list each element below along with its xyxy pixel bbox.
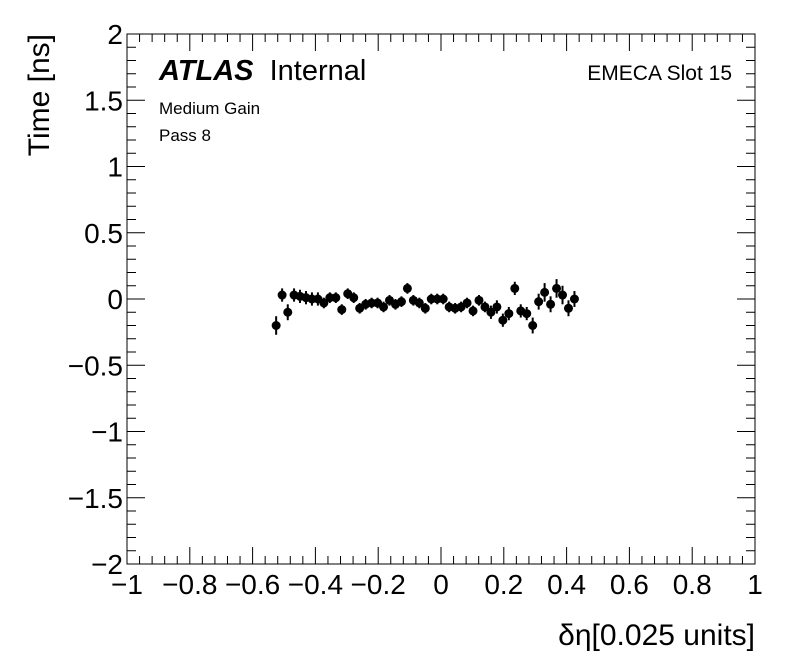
data-point [379,302,389,312]
data-point [420,303,430,313]
data-point [283,307,293,317]
y-tick-label: −2 [91,549,123,580]
data-point [558,290,568,300]
x-axis-ticks [126,34,756,564]
x-tick-label: 1 [747,569,763,600]
x-tick-label: 0.6 [610,569,649,600]
data-point [319,298,329,308]
data-point [498,315,508,325]
x-tick-label: −1 [111,569,143,600]
data-point [402,283,412,293]
x-tick-label: −0.6 [225,569,280,600]
data-point [414,298,424,308]
y-axis-label: Time [ns] [23,34,56,156]
data-point [462,298,472,308]
data-point [438,294,448,304]
y-tick-label: 1.5 [84,85,123,116]
data-point [331,293,341,303]
data-points [271,279,579,335]
data-point [510,283,520,293]
gain-label: Medium Gain [159,99,260,118]
y-tick-label: 0 [107,284,123,315]
data-point [492,302,502,312]
internal-text: Internal [270,55,367,87]
y-tick-label: 1 [107,152,123,183]
data-point [534,297,544,307]
y-tick-label: −1.5 [68,483,123,514]
data-point [486,307,496,317]
data-point [468,306,478,316]
data-point [480,302,490,312]
atlas-logo-text: ATLAS [158,55,254,87]
x-tick-label: 0.4 [547,569,586,600]
pass-label: Pass 8 [159,126,211,145]
y-tick-label: −1 [91,417,123,448]
data-point [504,309,514,319]
data-point [540,287,550,297]
data-point [563,303,573,313]
x-axis-label: δη[0.025 units] [558,619,755,652]
x-tick-label: −0.2 [351,569,406,600]
y-axis-tick-labels: −2 −1.5 −1 −0.5 0 0.5 1 1.5 2 [68,19,123,580]
x-tick-label: 0.8 [673,569,712,600]
y-tick-label: −0.5 [68,350,123,381]
data-point [396,297,406,307]
data-point [277,290,287,300]
x-axis-tick-labels: −1 −0.8 −0.6 −0.4 −0.2 0 0.2 0.4 0.6 0.8 1 [111,569,763,600]
data-point [337,305,347,315]
data-point [552,283,562,293]
data-point [271,321,281,330]
x-tick-label: 0.2 [484,569,523,600]
data-point [349,293,359,303]
data-point [474,295,484,305]
y-axis-ticks [127,33,755,565]
y-tick-label: 0.5 [84,218,123,249]
atlas-label: ATLAS Internal [158,55,366,87]
data-point [522,309,532,319]
data-point [546,299,556,309]
y-tick-label: 2 [107,19,123,50]
x-tick-label: 0 [433,569,449,600]
x-tick-label: −0.8 [162,569,217,600]
x-tick-label: −0.4 [288,569,343,600]
data-point [528,321,538,330]
slot-label: EMECA Slot 15 [587,62,732,85]
data-point [569,294,579,304]
